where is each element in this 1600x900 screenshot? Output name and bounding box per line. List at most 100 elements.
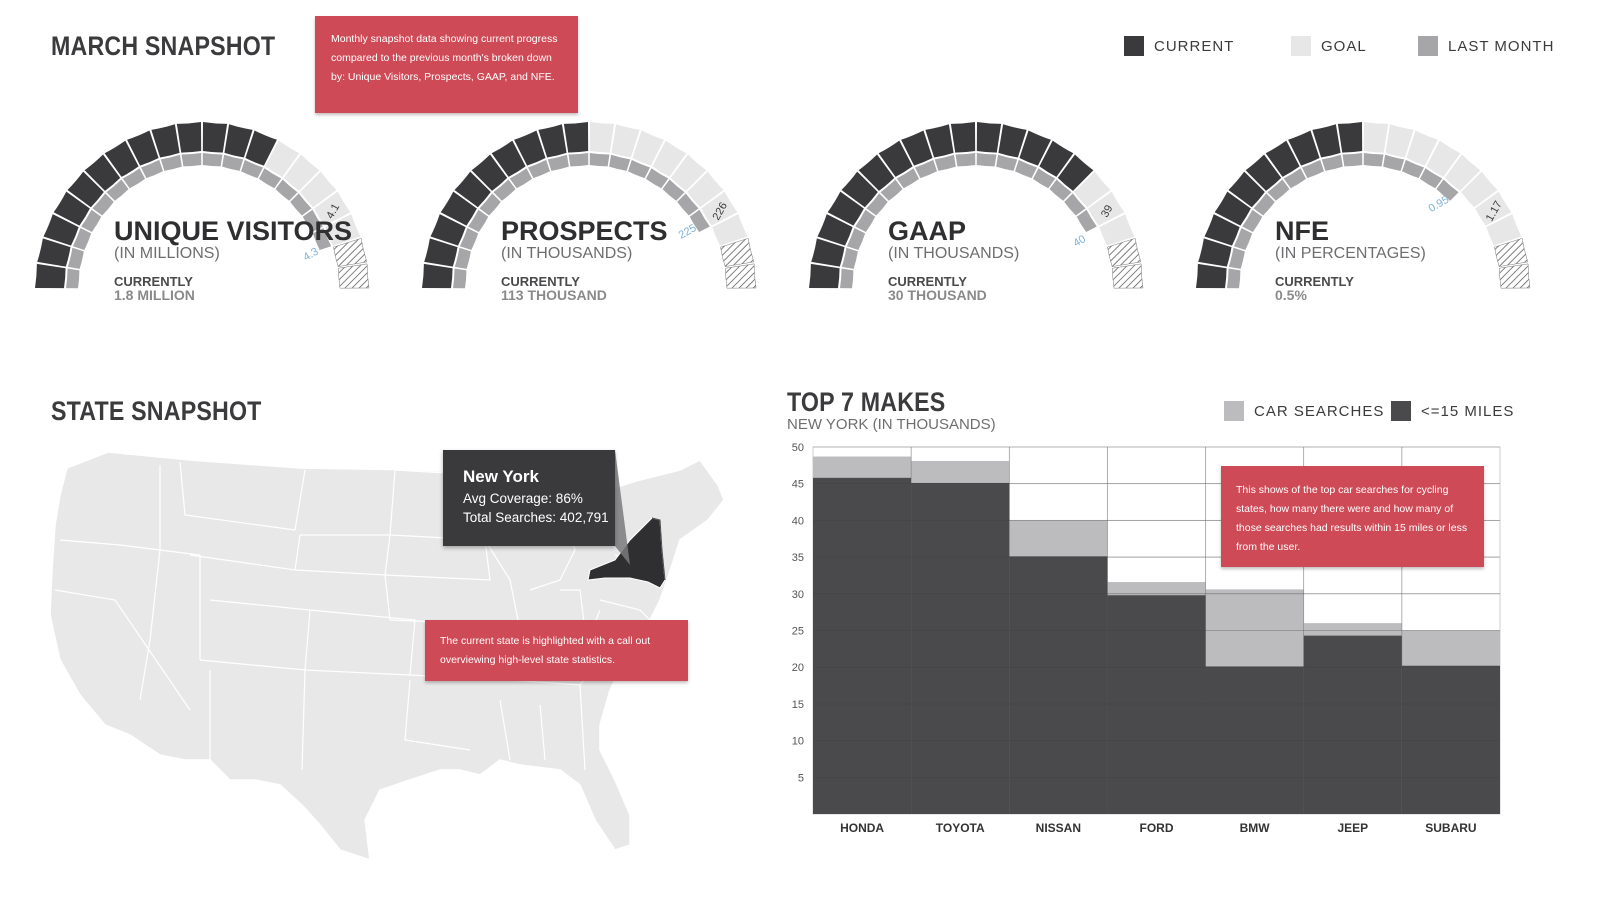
chart-bars (813, 446, 1500, 814)
gauge-over-segment (1494, 238, 1529, 267)
gauge-current-segment (176, 122, 202, 153)
gauge-last-month-segment (202, 153, 223, 167)
x-tick-label: TOYOTA (936, 821, 985, 835)
gauge-text-nfe: NFE (IN PERCENTAGES) CURRENTLY 0.5% (1275, 216, 1426, 303)
gauge-last-month-segment (568, 153, 589, 167)
gauge-current-segment (422, 263, 453, 289)
gauge-last-month-segment (324, 268, 338, 289)
gauge-last-month-segment (1064, 193, 1086, 216)
gauge-segments (1196, 122, 1531, 289)
gauge-current-segment (858, 154, 895, 191)
gauge-last-month-segment (1473, 227, 1493, 250)
gauge-goal-segment (325, 214, 361, 246)
gauge-last-month-segment (1098, 268, 1112, 289)
gauge-last-month-segment (1342, 153, 1363, 167)
gauge-goal-segment (1074, 171, 1111, 208)
makes-chart: 5 10 15 20 25 30 35 40 45 50 HONDA TOYOTA NISSAN FOR… (792, 442, 1501, 835)
gauge-current-segment (817, 214, 853, 246)
gauge-current-segment (925, 124, 954, 158)
popup-pointer (615, 450, 630, 565)
gauge-current-segment (1214, 191, 1251, 226)
makes-title: TOP 7 MAKES (787, 387, 946, 417)
gauge-last-month-segment (67, 247, 84, 269)
gauge-last-month-segment (880, 179, 903, 201)
gauge-goal-segment (632, 130, 664, 166)
gauge-currently-value: 30 THOUSAND (888, 287, 987, 303)
y-tick-label: 20 (792, 662, 804, 674)
gauge-nfe: 1.17 0.95 (1196, 122, 1531, 289)
gauge-current-segment (1039, 140, 1074, 177)
gauge-last-month-segment (1015, 159, 1038, 179)
gauge-current-segment (1337, 122, 1363, 153)
gauge-segments (809, 122, 1144, 289)
gauge-last-month-segment (689, 209, 710, 233)
gauge-currently-value: 113 THOUSAND (501, 287, 607, 303)
y-tick-label: 25 (792, 626, 804, 638)
gauge-last-month-segment (320, 247, 337, 269)
gauge-last-month-segment (1283, 168, 1307, 189)
gauge-last-month-segment (1363, 153, 1384, 167)
gauge-last-month-segment (160, 154, 182, 171)
y-tick-label: 15 (792, 699, 804, 711)
legend-goal: GOAL (1291, 36, 1367, 56)
page-title: MARCH SNAPSHOT (51, 31, 276, 61)
gauge-last-month-segment (976, 153, 997, 167)
gauge-current-segment (67, 171, 104, 208)
x-tick-label: BMW (1240, 821, 1271, 835)
gauge-last-month-segment (1253, 193, 1275, 216)
gauge-last-month-segment (1383, 154, 1405, 171)
gauge-unit: (IN THOUSANDS) (888, 245, 1019, 262)
bar-within-15-miles (1009, 556, 1108, 814)
legend-swatch (1418, 36, 1438, 56)
gauge-last-month-segment (934, 154, 956, 171)
legend-label: CAR SEARCHES (1254, 402, 1385, 420)
bar-within-15-miles (911, 482, 1010, 814)
gauge-current-segment (950, 122, 976, 153)
gauge-current-segment (454, 171, 491, 208)
gauge-last-month-segment (841, 247, 858, 269)
legend-last-month: LAST MONTH (1418, 36, 1554, 56)
gauge-last-month-segment (275, 179, 298, 201)
gauge-last-month-segment (628, 159, 651, 179)
gauge-goal-segment (265, 140, 300, 177)
gauge-current-segment (1288, 130, 1320, 166)
bar-within-15-miles (1303, 635, 1402, 814)
gauge-unique-visitors: 4.1 4.3 (35, 122, 370, 289)
gauge-last-month-segment (290, 193, 312, 216)
makes-callout: This shows of the top car searches for c… (1221, 466, 1484, 567)
gauge-current-segment (811, 238, 845, 267)
chart-y-ticks: 5 10 15 20 25 30 35 40 45 50 (792, 442, 804, 784)
gauge-goal-segment (1486, 214, 1522, 246)
gauge-goal-segment (1475, 191, 1512, 226)
gauge-current-segment (998, 124, 1027, 158)
legend-label: <=15 MILES (1421, 402, 1515, 420)
gauge-last-month-segment (662, 179, 685, 201)
gauge-current-segment (841, 171, 878, 208)
gauge-last-month-segment (302, 209, 323, 233)
gauge-last-month-segment (1049, 179, 1072, 201)
gauge-unit: (IN MILLIONS) (114, 245, 220, 262)
gauge-currently-label: CURRENTLY (114, 274, 193, 289)
gauge-last-month-segment (896, 168, 920, 189)
state-callout-text: The current state is highlighted with a … (440, 635, 651, 666)
gauge-unit: (IN PERCENTAGES) (1275, 245, 1426, 262)
gauge-last-month-segment (1032, 168, 1056, 189)
gauge-goal-segment (1385, 124, 1414, 158)
gauge-last-month-segment (509, 168, 533, 189)
gauge-last-month-segment (1094, 247, 1111, 269)
gauge-goal-segment (1099, 214, 1135, 246)
gauge-last-month-segment (493, 179, 516, 201)
gauge-current-segment (1198, 238, 1232, 267)
gauge-current-segment (53, 191, 90, 226)
gauge-last-month-segment (140, 159, 163, 179)
gauge-last-month-segment (955, 153, 976, 167)
gauge-last-month-segment (454, 247, 471, 269)
y-tick-label: 35 (792, 552, 804, 564)
bar-within-15-miles (1107, 595, 1206, 814)
gauge-over-segment (1107, 238, 1142, 267)
y-tick-label: 30 (792, 589, 804, 601)
gauge-last-month-segment (241, 159, 264, 179)
gauge-last-month-segment (222, 154, 244, 171)
gauge-current-segment (245, 130, 277, 166)
gauge-last-month-segment (459, 227, 479, 250)
